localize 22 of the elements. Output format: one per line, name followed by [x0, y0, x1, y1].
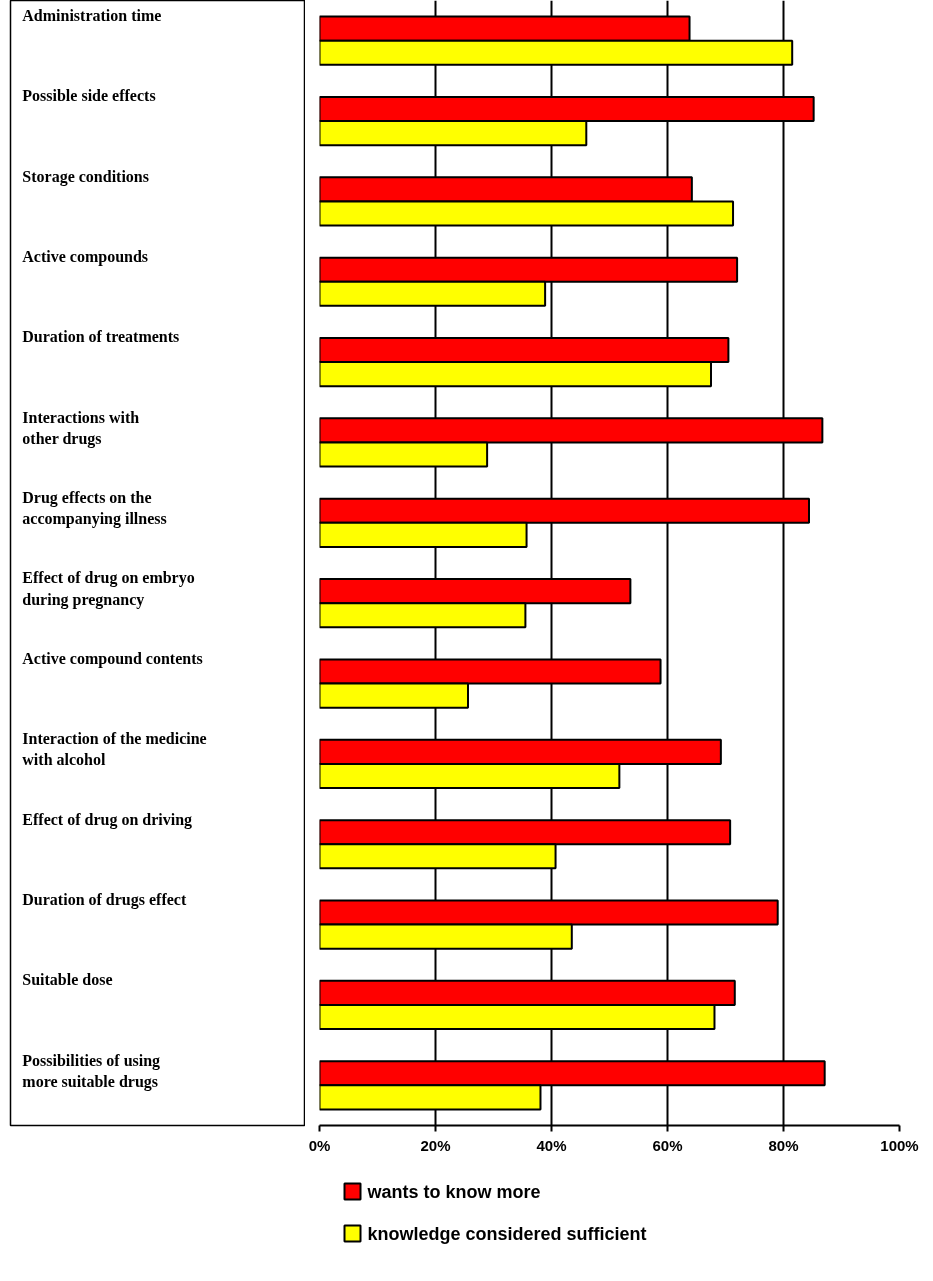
legend-label: knowledge considered sufficient	[367, 1223, 647, 1244]
y-tick-label: Administration time	[22, 6, 162, 24]
y-tick-label: Possibilities of using more suitable drugs	[22, 1051, 161, 1091]
x-tick-label: 60%	[652, 1136, 683, 1154]
x-tick-label: 40%	[536, 1136, 567, 1154]
y-tick-label: Interaction of the medicine with alcohol	[22, 730, 207, 769]
y-tick-label: Drug effects on the accompanying illness	[22, 489, 167, 529]
y-tick-label: Possible side effects	[22, 87, 156, 105]
y-tick-label: Suitable dose	[22, 971, 113, 989]
x-tick-label: 100%	[880, 1136, 919, 1154]
y-tick-label: Effect of drug on embryo during pregnancy	[22, 569, 195, 609]
y-tick-label: Interactions with other drugs	[22, 408, 140, 448]
y-tick-label: Storage conditions	[22, 167, 149, 186]
x-tick-label: 80%	[768, 1136, 799, 1154]
y-tick-label: Duration of drugs effect	[22, 890, 187, 909]
y-tick-label: Duration of treatments	[22, 328, 180, 346]
x-tick-label: 20%	[420, 1136, 451, 1154]
y-tick-label: Active compounds	[22, 248, 149, 266]
y-tick-label: Effect of drug on driving	[22, 810, 193, 829]
y-tick-label: Active compound contents	[22, 649, 203, 668]
x-tick-label: 0%	[308, 1136, 331, 1154]
legend-label: wants to know more	[366, 1181, 541, 1202]
